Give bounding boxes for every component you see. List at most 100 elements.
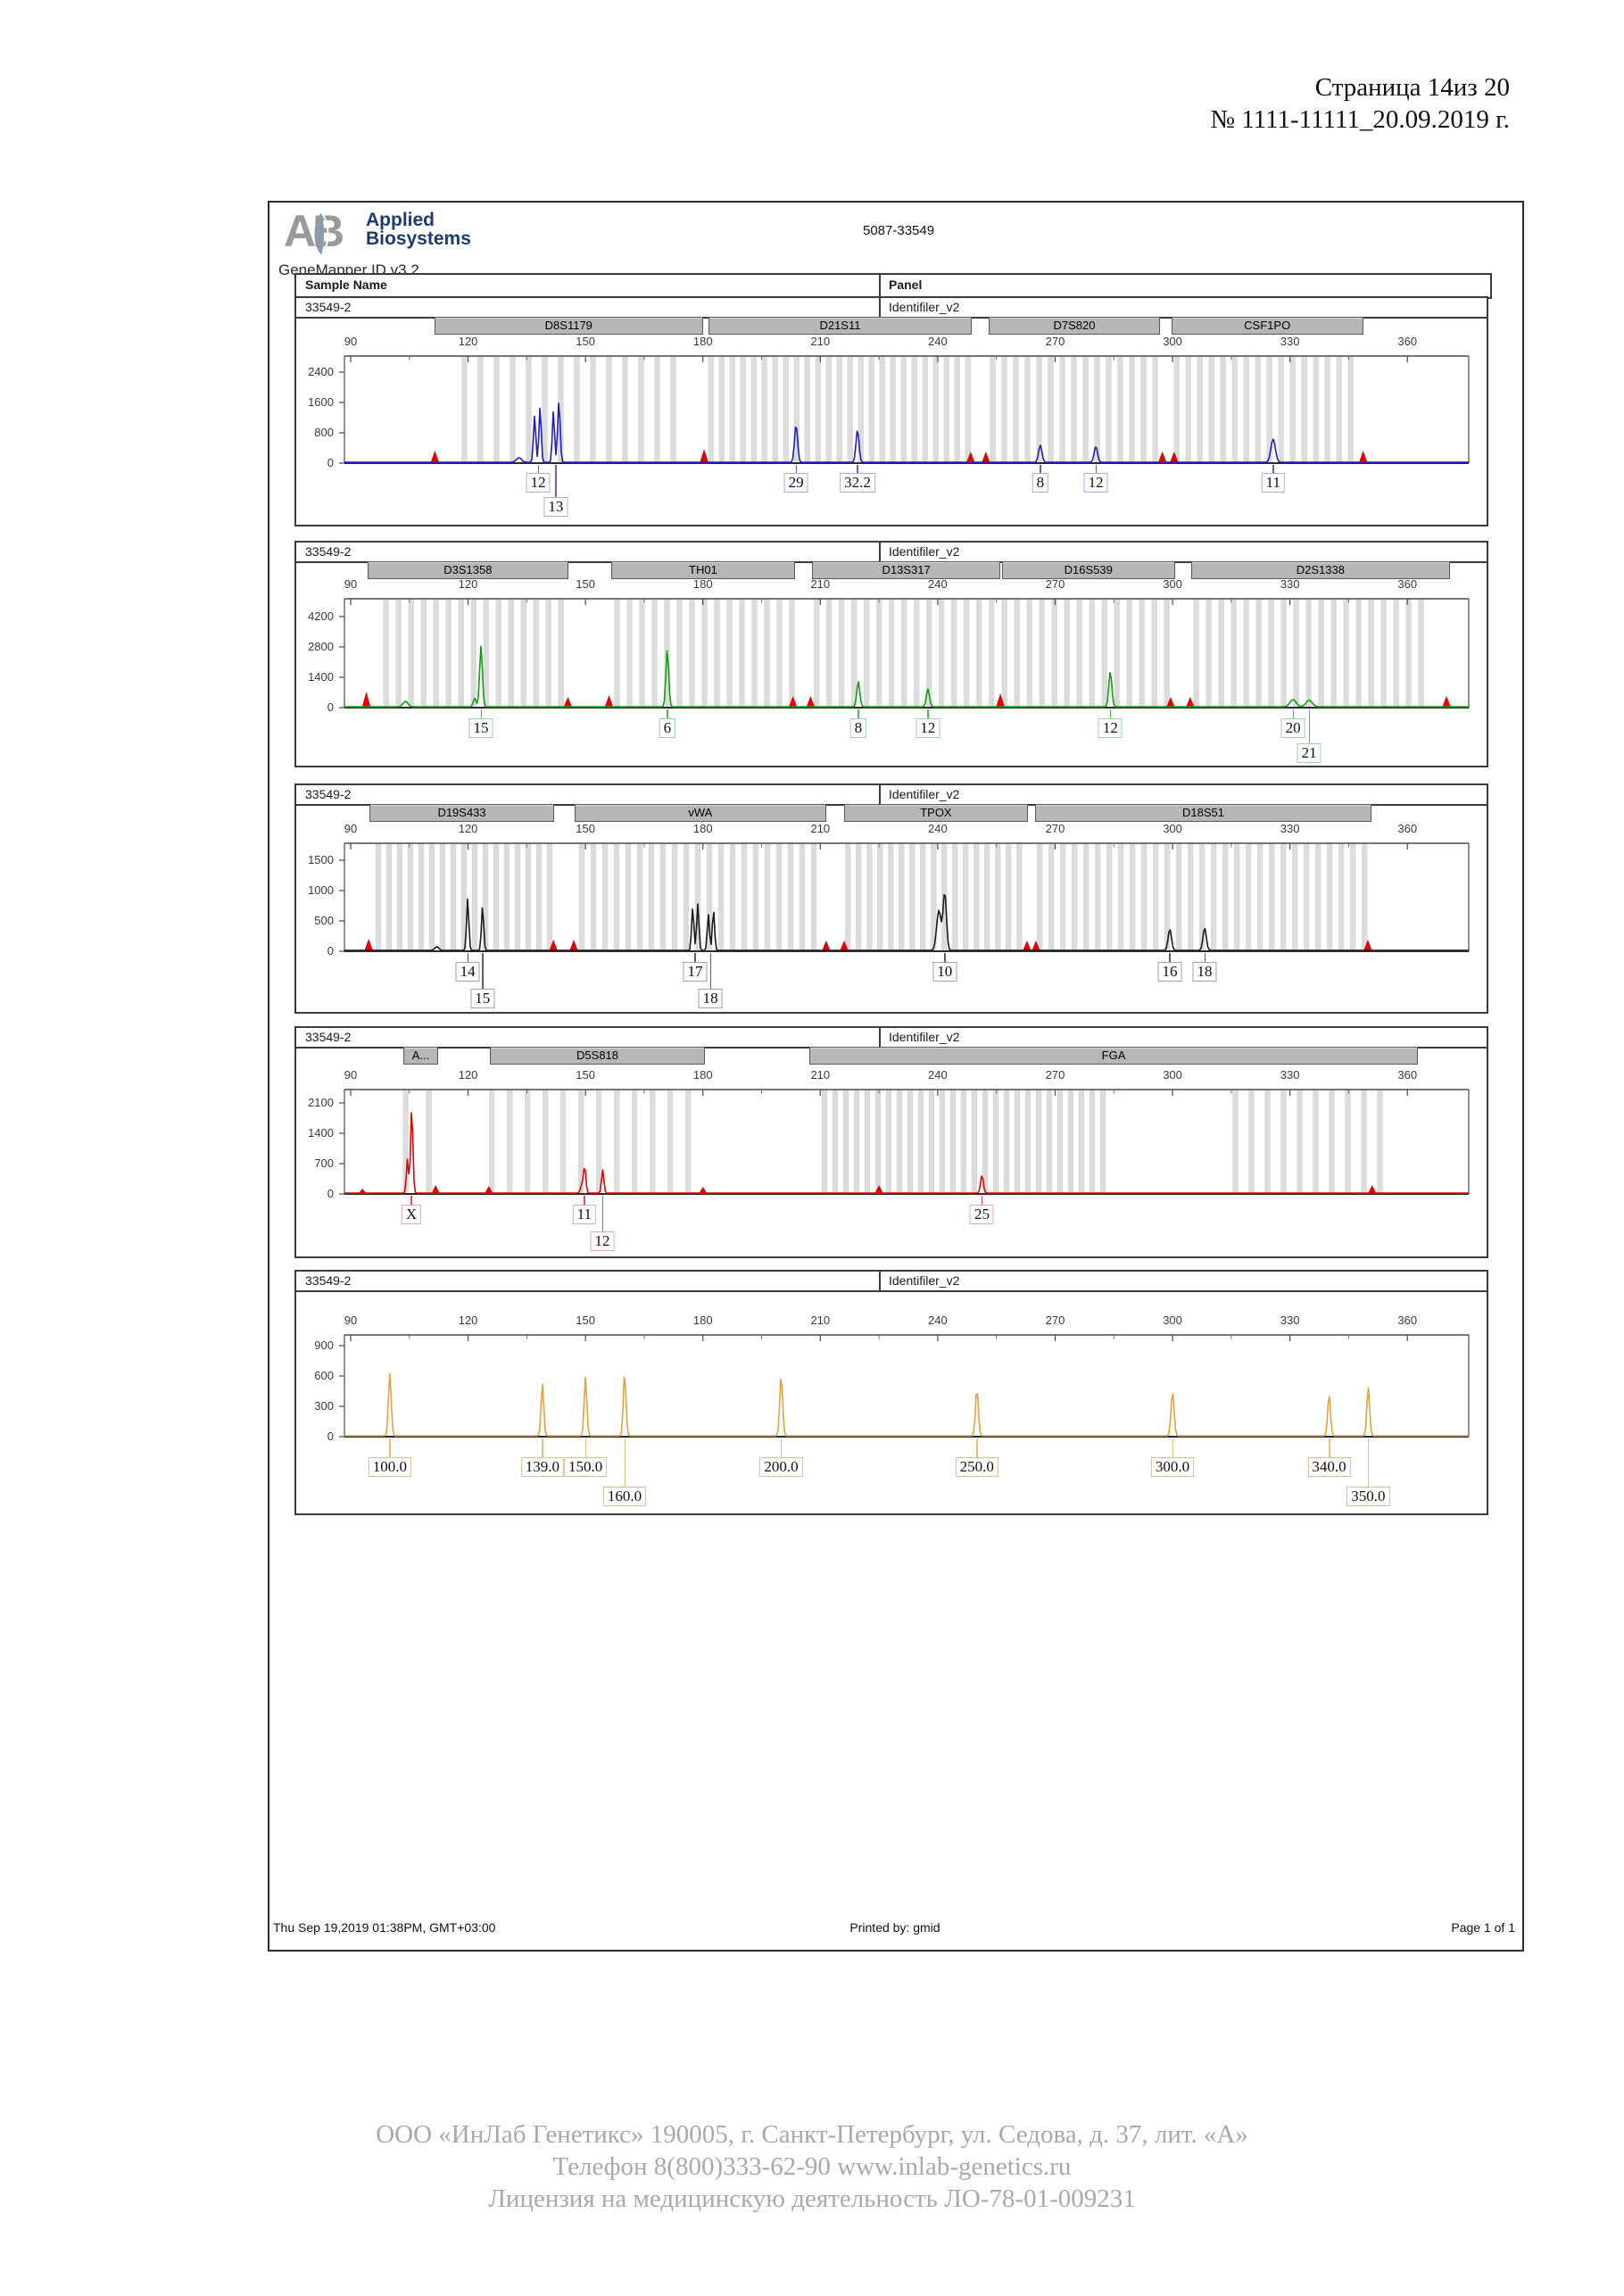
x-tick-label: 90 [344, 822, 358, 835]
x-tick-label: 240 [928, 1068, 948, 1082]
allele-leader-line [1169, 953, 1171, 962]
x-tick-label: 180 [692, 822, 713, 835]
allele-label: 18 [698, 989, 723, 1008]
y-tick-label: 2400 [308, 365, 334, 378]
x-tick-label: 270 [1045, 335, 1065, 348]
y-tick-label: 1500 [308, 853, 334, 866]
allele-label: 300.0 [1150, 1457, 1195, 1477]
column-divider [879, 785, 881, 804]
allele-leader-line [584, 1438, 587, 1457]
column-divider [879, 275, 881, 297]
allele-leader-line [1292, 709, 1295, 718]
allele-label: 11 [1261, 473, 1285, 493]
allele-label: 15 [468, 718, 493, 738]
allele-leader-line [467, 953, 469, 962]
allele-leader-line [795, 465, 798, 473]
offscale-triangle-marker [874, 1185, 884, 1194]
offscale-triangle-marker [1358, 451, 1368, 463]
x-tick-label: 300 [1163, 335, 1182, 348]
marker-bin-bar: vWA [574, 804, 826, 822]
y-tick-label: 600 [314, 1369, 334, 1383]
allele-label: 150.0 [564, 1457, 608, 1477]
offscale-triangle-marker [1031, 941, 1040, 951]
y-tick-label: 500 [314, 914, 334, 927]
x-tick-label: 330 [1280, 335, 1300, 348]
brand-line2: Biosystems [366, 228, 471, 249]
allele-leader-line [584, 1196, 585, 1205]
allele-label: 16 [1157, 962, 1182, 982]
allele-label: 100.0 [368, 1457, 411, 1477]
allele-leader-line [981, 1196, 983, 1205]
allele-label: 139.0 [520, 1457, 565, 1477]
x-tick-label: 210 [810, 577, 831, 591]
sample-name-value: 33549-2 [305, 544, 352, 559]
allele-leader-line [1040, 465, 1041, 473]
offscale-triangle-marker [1363, 940, 1372, 951]
x-tick-label: 270 [1045, 1068, 1065, 1082]
run-id: 5087-33549 [862, 223, 935, 238]
dna-leaf-icon [314, 211, 329, 256]
x-tick-label: 360 [1397, 335, 1418, 348]
x-tick-label: 300 [1163, 822, 1182, 835]
marker-bin-bar: D3S1358 [367, 561, 568, 579]
x-tick-label: 330 [1280, 822, 1300, 835]
allele-label: 200.0 [759, 1457, 803, 1477]
y-tick-label: 900 [314, 1339, 334, 1353]
offscale-triangle-marker [430, 451, 440, 463]
trace-path [344, 894, 1469, 951]
column-divider [879, 543, 881, 561]
allele-label: 12 [1098, 718, 1123, 738]
sample-name-value: 33549-2 [305, 1273, 352, 1288]
x-tick-label: 210 [810, 822, 831, 835]
x-tick-label: 270 [1045, 577, 1065, 591]
trace-path [344, 645, 1469, 708]
x-tick-label: 360 [1397, 1314, 1418, 1327]
offscale-triangle-marker [698, 1187, 708, 1194]
panel-header: Panel [889, 278, 923, 292]
offscale-triangle-marker [1367, 1185, 1377, 1194]
sample-row: 33549-2 Identifiler_v2 [296, 543, 1487, 563]
offscale-triangle-marker [549, 940, 559, 951]
x-tick-label: 120 [458, 822, 478, 835]
allele-label: 29 [783, 473, 808, 493]
sample-name-header: Sample Name [305, 278, 387, 292]
offscale-triangle-marker [965, 452, 975, 463]
allele-label: 18 [1192, 962, 1217, 982]
brand-line1: Applied [366, 210, 435, 230]
marker-bin-bar: D16S539 [1001, 561, 1175, 579]
allele-leader-line [1172, 1438, 1174, 1457]
panel-box-5: 33549-2 Identifiler_v2 [294, 1270, 1488, 1515]
x-tick-label: 210 [810, 335, 831, 348]
allele-leader-line [944, 953, 946, 962]
sample-name-value: 33549-2 [305, 1030, 352, 1044]
offscale-triangle-marker [1022, 941, 1032, 951]
x-tick-label: 240 [928, 577, 948, 591]
x-tick-label: 180 [692, 335, 713, 348]
offscale-triangle-marker [981, 452, 990, 463]
x-tick-label: 300 [1163, 1314, 1182, 1327]
company-address-line: ООО «ИнЛаб Генетикс» 190005, г. Санкт-Пе… [376, 2120, 1248, 2149]
marker-bin-bar: D13S317 [812, 561, 1001, 579]
report-footer-page: Page 1 of 1 [1451, 1920, 1515, 1935]
x-tick-label: 180 [692, 577, 713, 591]
offscale-triangle-marker [1185, 697, 1195, 708]
allele-label: 8 [1032, 473, 1049, 493]
x-tick-label: 180 [692, 1068, 713, 1082]
y-tick-label: 0 [327, 456, 334, 469]
y-tick-label: 4200 [308, 609, 334, 623]
trace-path [344, 1372, 1469, 1437]
marker-bin-bar: D2S1338 [1190, 561, 1451, 579]
panel-value: Identifiler_v2 [889, 787, 960, 801]
x-tick-label: 120 [458, 335, 478, 348]
offscale-triangle-marker [431, 1185, 441, 1194]
offscale-triangle-marker [1165, 697, 1175, 708]
company-license-line: Лицензия на медицинскую деятельность ЛО-… [488, 2184, 1136, 2213]
allele-leader-line [482, 953, 484, 989]
panel-value: Identifiler_v2 [889, 1273, 960, 1288]
x-tick-label: 150 [576, 1068, 595, 1082]
allele-leader-line [1308, 709, 1311, 743]
panel-value: Identifiler_v2 [889, 1030, 960, 1044]
x-tick-label: 120 [458, 1314, 478, 1327]
report-footer-printedby: Printed by: gmid [849, 1920, 940, 1935]
